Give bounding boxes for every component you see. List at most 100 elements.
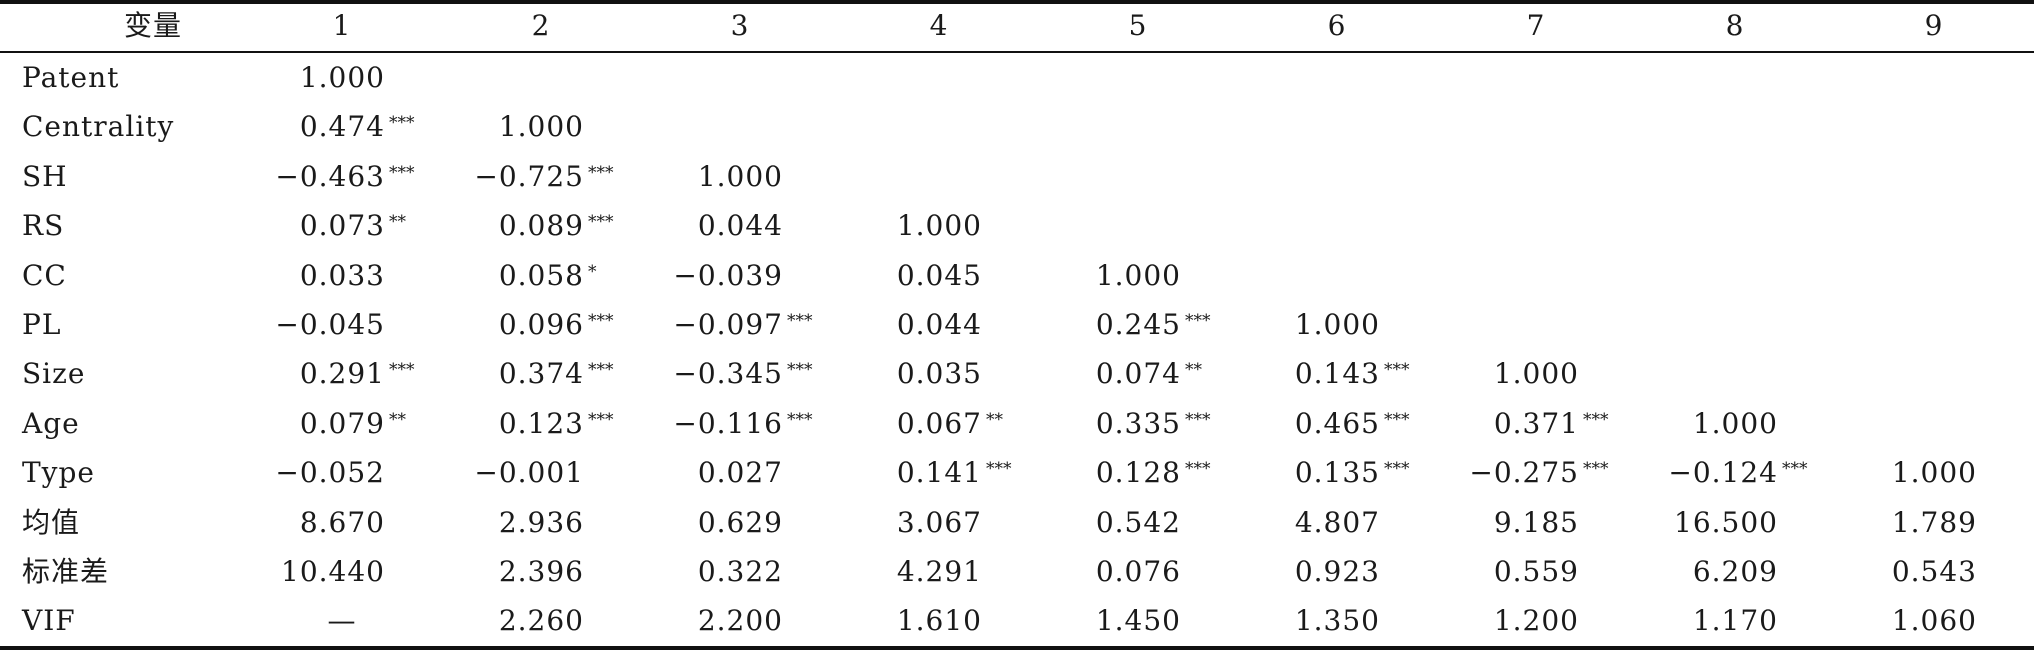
cell-value: 0.079 [299, 407, 385, 440]
cell-value: 0.143 [1294, 357, 1380, 390]
cell-value: 1.000 [299, 61, 385, 94]
significance-stars: ** [986, 410, 1003, 430]
significance-stars: *** [588, 410, 614, 430]
table-header-rule [0, 51, 2034, 53]
cell-value: 0.076 [1095, 555, 1181, 588]
significance-stars: *** [588, 311, 614, 331]
table-cell: 1.170 [1638, 596, 1778, 646]
table-cell: 0.335 *** [1041, 399, 1211, 449]
cell-value: 9.185 [1493, 506, 1579, 539]
cell-value: 1.000 [1891, 456, 1977, 489]
cell-value: 4.291 [896, 555, 982, 588]
table-cell: 1.000 [444, 102, 584, 152]
table-cell: 0.629 [643, 498, 783, 548]
significance-stars: *** [1583, 459, 1609, 479]
header-col-5: 5 [1128, 9, 1148, 42]
cell-value: 0.559 [1493, 555, 1579, 588]
significance-stars: ** [389, 410, 406, 430]
significance-stars: ** [389, 212, 406, 232]
cell-value: 1.000 [1692, 407, 1778, 440]
table-cell: 0.135 *** [1240, 448, 1410, 498]
cell-value: 1.789 [1891, 506, 1977, 539]
cell-value: 0.123 [498, 407, 584, 440]
cell-value: 1.060 [1891, 604, 1977, 637]
cell-value: 6.209 [1692, 555, 1778, 588]
cell-value: 0.058 [498, 259, 584, 292]
cell-value: 0.035 [896, 357, 982, 390]
cell-value: 2.396 [498, 555, 584, 588]
cell-value: −0.052 [275, 456, 385, 489]
significance-stars: *** [1185, 410, 1211, 430]
table-cell: 0.033 [245, 251, 385, 301]
cell-value: 0.128 [1095, 456, 1181, 489]
table-cell: 0.371 *** [1439, 399, 1609, 449]
significance-stars: *** [588, 360, 614, 380]
table-cell: 0.291 *** [245, 349, 415, 399]
cell-value: 1.000 [1294, 308, 1380, 341]
table-cell: −0.725 *** [444, 152, 613, 202]
cell-value: 1.200 [1493, 604, 1579, 637]
cell-value: −0.097 [673, 308, 783, 341]
table-cell: −0.039 [643, 251, 783, 301]
cell-value: 0.543 [1891, 555, 1977, 588]
table-cell: 1.350 [1240, 596, 1380, 646]
table-cell: 1.000 [1041, 251, 1181, 301]
table-cell: 4.291 [842, 547, 982, 597]
table-cell: 1.000 [1638, 399, 1778, 449]
table-cell: 1.000 [245, 53, 385, 103]
cell-value: 3.067 [896, 506, 982, 539]
table-cell: 0.923 [1240, 547, 1380, 597]
cell-value: 2.936 [498, 506, 584, 539]
cell-value: 0.245 [1095, 308, 1181, 341]
cell-value: 0.074 [1095, 357, 1181, 390]
row-label: RS [22, 209, 65, 242]
table-cell: 0.143 *** [1240, 349, 1410, 399]
significance-stars: *** [1782, 459, 1808, 479]
cell-value: — [327, 604, 357, 637]
table-cell: 0.559 [1439, 547, 1579, 597]
cell-value: 0.629 [697, 506, 783, 539]
row-label: VIF [22, 604, 76, 637]
row-label: 标准差 [22, 555, 110, 588]
cell-value: 1.000 [1493, 357, 1579, 390]
cell-value: −0.039 [673, 259, 783, 292]
cell-value: 1.610 [896, 604, 982, 637]
header-variable: 变量 [123, 9, 182, 42]
cell-value: 10.440 [281, 555, 385, 588]
table-cell: 0.543 [1837, 547, 1977, 597]
cell-value: 1.000 [697, 160, 783, 193]
significance-stars: *** [1384, 459, 1410, 479]
table-cell: 0.044 [842, 300, 982, 350]
cell-value: 0.027 [697, 456, 783, 489]
cell-value: 2.260 [498, 604, 584, 637]
header-col-2: 2 [531, 9, 551, 42]
cell-value: −0.725 [474, 160, 584, 193]
table-top-rule [0, 0, 2034, 4]
cell-value: 0.135 [1294, 456, 1380, 489]
table-cell: −0.116 *** [643, 399, 812, 449]
row-label: Size [22, 357, 86, 390]
table-cell: 0.074 ** [1041, 349, 1202, 399]
significance-stars: *** [787, 410, 813, 430]
significance-stars: *** [588, 212, 614, 232]
table-cell: 2.396 [444, 547, 584, 597]
table-cell: 0.079 ** [245, 399, 406, 449]
table-cell: 0.073 ** [245, 201, 406, 251]
row-label: Age [22, 407, 80, 440]
table-cell: −0.275 *** [1439, 448, 1608, 498]
table-cell: 0.067 ** [842, 399, 1003, 449]
cell-value: 0.335 [1095, 407, 1181, 440]
table-cell: 3.067 [842, 498, 982, 548]
table-cell: 0.141 *** [842, 448, 1012, 498]
cell-value: 0.465 [1294, 407, 1380, 440]
significance-stars: *** [1384, 360, 1410, 380]
table-cell: 0.076 [1041, 547, 1181, 597]
significance-stars: *** [787, 360, 813, 380]
table-cell: 8.670 [245, 498, 385, 548]
table-cell: −0.124 *** [1638, 448, 1807, 498]
cell-value: −0.001 [474, 456, 584, 489]
table-cell: −0.001 [444, 448, 584, 498]
cell-value: −0.345 [673, 357, 783, 390]
significance-stars: * [588, 262, 597, 282]
row-label: Centrality [22, 110, 175, 143]
